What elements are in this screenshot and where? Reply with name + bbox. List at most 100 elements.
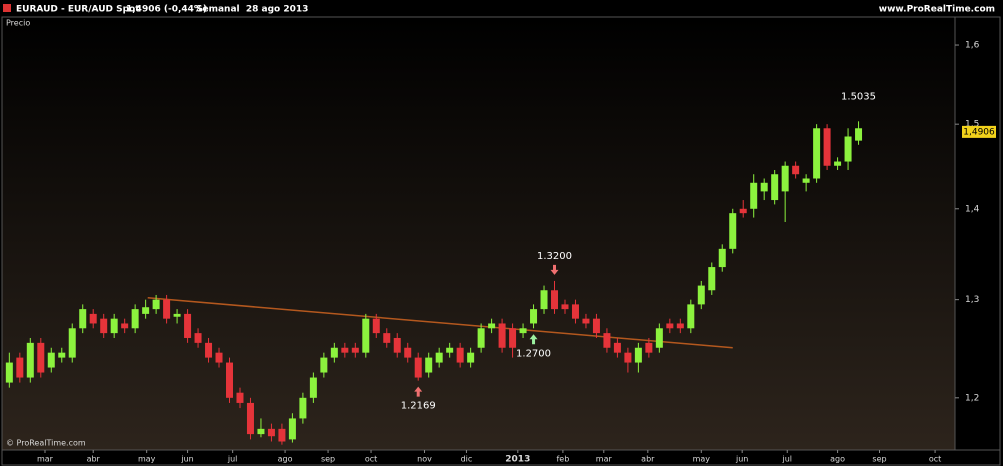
candle-body [393, 337, 401, 353]
site: www.ProRealTime.com [879, 5, 995, 15]
x-tick-label: ago [278, 455, 293, 464]
candle-body [792, 165, 800, 175]
candle-body [477, 328, 485, 348]
candle-body [666, 323, 674, 329]
candle-body [299, 397, 307, 419]
candle-body [540, 290, 548, 310]
candle-body [89, 313, 97, 324]
candle-body [582, 318, 590, 324]
candle-body [226, 362, 234, 398]
annotation-label: 1.5035 [841, 91, 876, 102]
candle-body [173, 313, 181, 317]
panel-label: Precio [6, 19, 30, 28]
y-tick-label: 1,6 [965, 41, 980, 51]
candle-body [760, 182, 768, 192]
candle-body [383, 333, 391, 343]
candle-body [351, 347, 359, 353]
candle-body [498, 323, 506, 348]
candle-body [26, 342, 34, 378]
x-tick-label: jun [180, 455, 193, 464]
candle-body [267, 428, 275, 437]
x-tick-label: oct [365, 455, 377, 464]
candle-body [414, 357, 422, 378]
candle-body [215, 352, 223, 363]
candle-body [676, 323, 684, 329]
candle-body [844, 136, 852, 162]
candle-body [163, 299, 171, 319]
candle-body [121, 323, 129, 329]
candle-body [152, 299, 160, 310]
candle-body [687, 304, 695, 329]
candle-body [530, 309, 538, 324]
candle-body [37, 342, 45, 373]
candle-body [823, 128, 831, 166]
annotation-arrow [529, 334, 538, 345]
candle-body [456, 347, 464, 363]
x-tick-label: nov [417, 455, 432, 464]
candle-body [624, 352, 632, 363]
x-tick-label: mar [37, 455, 54, 464]
x-tick-label: mar [596, 455, 613, 464]
candle-body [603, 333, 611, 348]
x-tick-label: jul [781, 455, 792, 464]
candle-body [697, 285, 705, 305]
candle-body [855, 128, 863, 141]
candle-body [47, 352, 55, 368]
candle-body [634, 347, 642, 363]
x-tick-label: sep [872, 455, 886, 464]
x-tick-label: jun [735, 455, 748, 464]
frame [1, 16, 1001, 466]
candle-body [16, 357, 24, 378]
candle-body [802, 178, 810, 183]
x-tick-label: 2013 [505, 455, 530, 465]
x-tick-label: jul [227, 455, 238, 464]
candle-body [330, 347, 338, 358]
candle-body [194, 333, 202, 343]
annotation-label: 1.3200 [537, 251, 572, 262]
x-tick-label: abr [87, 455, 101, 464]
candle-body [718, 248, 726, 268]
annotation-label: 1.2700 [516, 348, 551, 359]
candle-body [729, 213, 737, 249]
candle-body [446, 347, 454, 353]
candle-body [184, 313, 192, 338]
candle-body [813, 128, 821, 179]
y-tick-label: 1,4 [965, 204, 980, 214]
candle-body [571, 304, 579, 319]
candle-body [781, 165, 789, 192]
candle-body [645, 342, 653, 353]
candle-body [655, 328, 663, 348]
candle-body [320, 357, 328, 373]
candle-body [236, 392, 244, 403]
candle-body [341, 347, 349, 353]
candle-body [750, 182, 758, 209]
candle-body [5, 362, 13, 383]
candle-body [288, 418, 296, 440]
candle-body [592, 318, 600, 334]
candle-body [79, 309, 87, 329]
candle-body [509, 328, 517, 348]
candle-body [142, 307, 150, 314]
period: Semanal 28 ago 2013 [196, 5, 308, 15]
candle-body [404, 347, 412, 358]
candle-body [58, 352, 66, 358]
y-tick-label: 1,3 [965, 295, 979, 305]
candle-body [205, 342, 213, 358]
candle-body [110, 318, 118, 334]
candle-body [771, 174, 779, 201]
candle-body [278, 428, 286, 442]
candle-body [362, 318, 370, 353]
quote: 1,4906 (-0,44%) [126, 5, 207, 15]
candle-body [467, 352, 475, 363]
annotation-label: 1.2169 [401, 401, 436, 412]
x-tick-label: feb [556, 455, 569, 464]
icon [3, 4, 11, 12]
candle-body [68, 328, 76, 358]
annotation-arrow [414, 386, 423, 397]
last-price-box [962, 125, 996, 138]
candle-body [519, 328, 527, 334]
candle-body [372, 318, 380, 334]
candle-body [309, 377, 317, 398]
